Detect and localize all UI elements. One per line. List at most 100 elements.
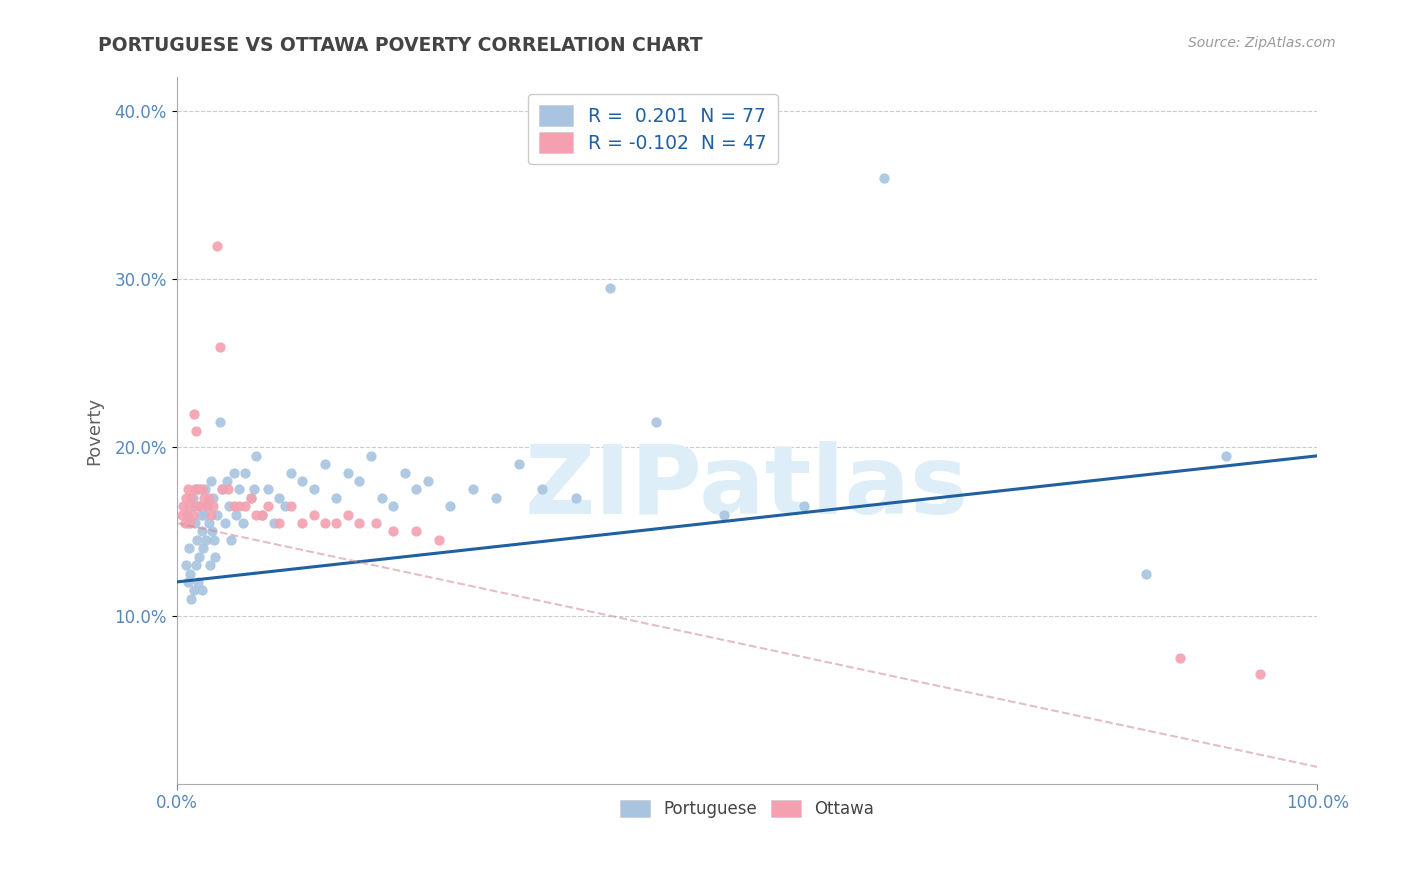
Point: [181, 491, 204, 505]
Point: [186, 483, 208, 497]
Point: [215, 474, 238, 488]
Point: [191, 541, 214, 556]
Point: [302, 508, 325, 522]
Point: [371, 491, 394, 505]
Point: [336, 466, 359, 480]
Point: [405, 524, 427, 539]
Point: [180, 491, 202, 505]
Point: [202, 491, 225, 505]
Point: [184, 483, 207, 497]
Point: [188, 549, 211, 564]
Point: [280, 500, 302, 514]
Point: [291, 516, 314, 530]
Y-axis label: Poverty: Poverty: [86, 397, 103, 465]
Point: [186, 533, 208, 547]
Point: [325, 491, 347, 505]
Point: [233, 500, 256, 514]
Point: [195, 500, 218, 514]
Point: [508, 457, 530, 471]
Point: [232, 516, 254, 530]
Point: [228, 500, 250, 514]
Point: [233, 466, 256, 480]
Point: [218, 500, 240, 514]
Point: [713, 508, 735, 522]
Point: [360, 449, 382, 463]
Point: [1249, 667, 1271, 681]
Point: [250, 508, 273, 522]
Point: [439, 500, 461, 514]
Point: [314, 457, 336, 471]
Point: [179, 500, 201, 514]
Point: [644, 415, 666, 429]
Point: [280, 466, 302, 480]
Point: [172, 508, 194, 522]
Point: [180, 591, 202, 606]
Point: [382, 500, 405, 514]
Point: [200, 508, 222, 522]
Point: [347, 474, 370, 488]
Point: [179, 566, 201, 581]
Point: [405, 483, 427, 497]
Point: [263, 516, 285, 530]
Point: [183, 407, 205, 421]
Point: [291, 474, 314, 488]
Point: [188, 500, 211, 514]
Point: [197, 491, 219, 505]
Point: [204, 549, 226, 564]
Point: [222, 466, 245, 480]
Point: [211, 483, 233, 497]
Point: [336, 508, 359, 522]
Point: [188, 483, 211, 497]
Point: [177, 483, 200, 497]
Point: [177, 574, 200, 589]
Point: [174, 491, 197, 505]
Point: [463, 483, 485, 497]
Text: PORTUGUESE VS OTTAWA POVERTY CORRELATION CHART: PORTUGUESE VS OTTAWA POVERTY CORRELATION…: [98, 36, 703, 54]
Point: [190, 508, 212, 522]
Point: [243, 483, 266, 497]
Point: [197, 516, 219, 530]
Point: [183, 500, 205, 514]
Point: [239, 491, 262, 505]
Point: [565, 491, 588, 505]
Point: [184, 516, 207, 530]
Point: [225, 508, 247, 522]
Point: [222, 500, 245, 514]
Point: [193, 491, 215, 505]
Point: [177, 516, 200, 530]
Point: [217, 483, 239, 497]
Point: [193, 508, 215, 522]
Point: [176, 508, 198, 522]
Point: [250, 508, 273, 522]
Point: [394, 466, 416, 480]
Point: [208, 339, 231, 353]
Point: [179, 541, 201, 556]
Point: [239, 491, 262, 505]
Point: [205, 508, 228, 522]
Point: [793, 500, 815, 514]
Point: [208, 415, 231, 429]
Point: [205, 238, 228, 252]
Point: [214, 516, 236, 530]
Point: [183, 583, 205, 598]
Point: [172, 500, 194, 514]
Point: [176, 508, 198, 522]
Point: [181, 508, 204, 522]
Point: [190, 483, 212, 497]
Point: [257, 500, 280, 514]
Point: [1135, 566, 1157, 581]
Point: [269, 516, 291, 530]
Point: [202, 500, 225, 514]
Point: [530, 483, 553, 497]
Point: [184, 558, 207, 573]
Point: [347, 516, 370, 530]
Point: [245, 508, 267, 522]
Point: [873, 171, 896, 186]
Point: [257, 483, 280, 497]
Point: [325, 516, 347, 530]
Point: [202, 533, 225, 547]
Point: [195, 533, 218, 547]
Point: [366, 516, 388, 530]
Point: [187, 500, 209, 514]
Point: [599, 280, 621, 294]
